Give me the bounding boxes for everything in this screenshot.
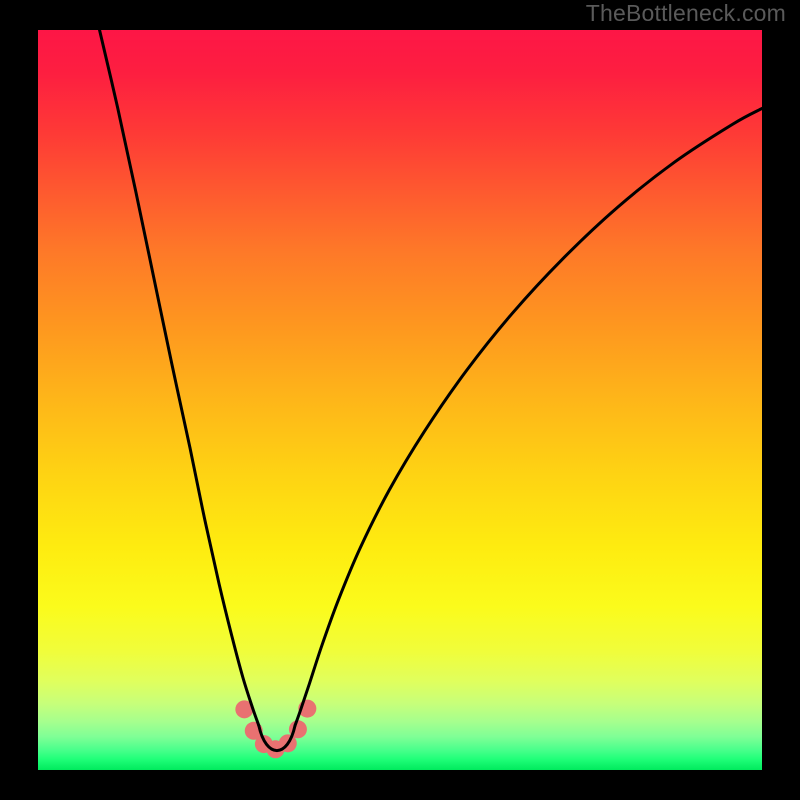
- watermark-text: TheBottleneck.com: [586, 0, 786, 27]
- plot-svg: [38, 30, 762, 770]
- plot-area: [38, 30, 762, 770]
- gradient-background: [38, 30, 762, 770]
- chart-frame: TheBottleneck.com: [0, 0, 800, 800]
